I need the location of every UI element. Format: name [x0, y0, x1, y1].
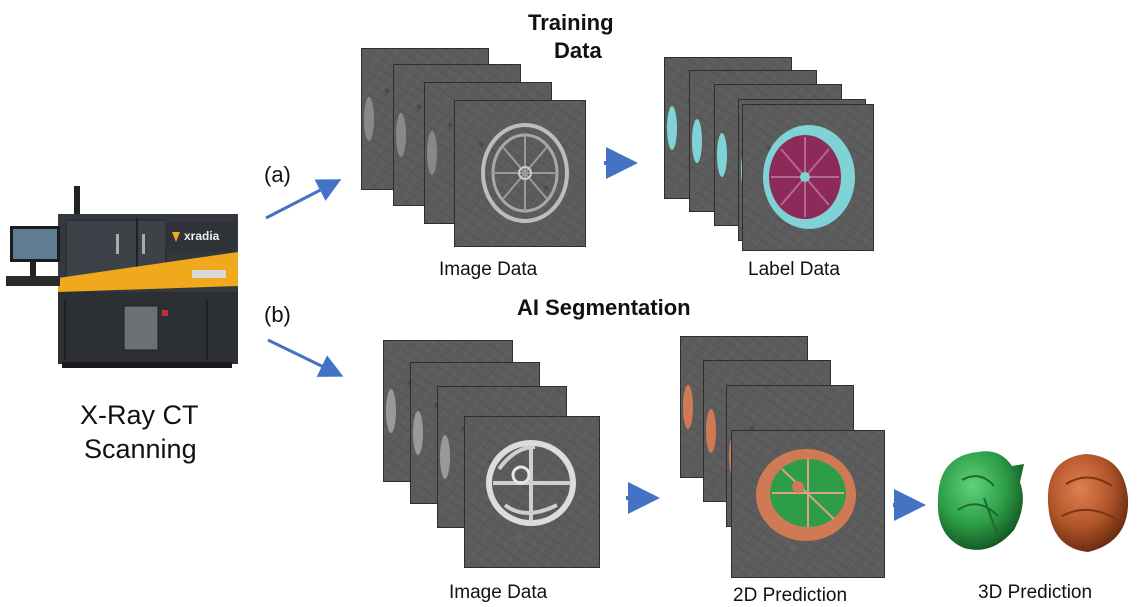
segmentation-title: AI Segmentation: [517, 295, 691, 320]
green-3d-model: [937, 451, 1024, 550]
training-image-label: Image Data: [439, 259, 538, 280]
prediction-2d-label: 2D Prediction: [733, 585, 848, 606]
orange-3d-model: [1047, 454, 1129, 552]
prediction-3d-label: 3D Prediction: [978, 582, 1093, 603]
training-title-line1: Training: [528, 10, 614, 35]
path-b-marker: (b): [264, 302, 291, 327]
image-slice: [454, 100, 586, 247]
scanner-label-line2: Scanning: [84, 434, 197, 464]
training-title-line2: Data: [554, 38, 602, 63]
scanner-label-line1: X-Ray CT: [80, 400, 199, 430]
prediction-3d-render: [928, 440, 1134, 560]
segmentation-image-label: Image Data: [449, 582, 548, 603]
foram-label-slice: [763, 125, 855, 229]
path-a-marker: (a): [264, 162, 291, 187]
xray-ct-scanner-image: xradia: [6, 182, 244, 372]
arrow-to-segmentation: [267, 338, 344, 377]
image-slice: [464, 416, 600, 568]
foram-2d-prediction-slice: [756, 449, 856, 541]
label-slice: [742, 104, 874, 251]
training-label-label: Label Data: [748, 259, 840, 280]
brand-logo-text: xradia: [184, 229, 220, 243]
prediction-slice: [731, 430, 885, 578]
foram-grayscale-slice: [486, 440, 576, 526]
foram-grayscale-slice: [481, 123, 569, 223]
